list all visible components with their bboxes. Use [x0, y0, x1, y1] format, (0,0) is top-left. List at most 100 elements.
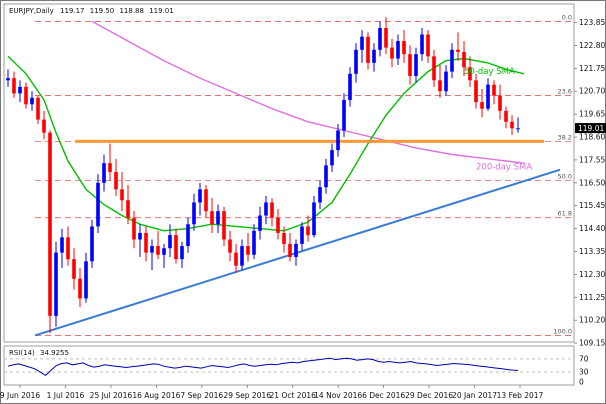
x-tick-label-4: 7 Sep 2016	[180, 391, 223, 400]
candle-body-28	[174, 235, 178, 260]
x-tick-label-11: 13 Feb 2017	[497, 391, 544, 400]
candle-body-12	[78, 278, 82, 299]
x-tick-label-8: 6 Dec 2016	[362, 391, 405, 400]
fib-label-4: 61.8	[558, 210, 572, 218]
candle-body-20	[126, 200, 130, 218]
candle-body-2	[18, 86, 22, 94]
candle-body-23	[144, 232, 148, 253]
candle-body-9	[60, 237, 64, 253]
candle-body-54	[330, 150, 334, 166]
candle-body-26	[162, 248, 166, 255]
x-tick-label-0: 9 Jun 2016	[0, 391, 40, 400]
y-tick-label-3: 120.70	[579, 87, 605, 96]
candle-body-58	[354, 49, 358, 74]
y-tick-label-11: 112.30	[579, 270, 605, 279]
y-tick-label-10: 113.35	[579, 247, 605, 256]
rsi-label: RSI(14)	[9, 349, 35, 357]
candle-body-1	[12, 78, 16, 94]
y-tick-label-0: 123.85	[579, 18, 605, 27]
axes: 123.85 122.80 121.75 120.70 119.65 118.60 117.…	[0, 18, 606, 400]
candle-body-85	[516, 128, 520, 130]
candle-body-65	[396, 41, 400, 59]
fib-label-3: 50.0	[558, 173, 572, 181]
y-tick-label-13: 110.20	[579, 316, 605, 325]
y-tick-label-8: 115.45	[579, 201, 605, 210]
x-tick-label-10: 20 Jan 2017	[452, 391, 497, 400]
candle-body-14	[90, 226, 94, 262]
y-tick-label-9: 114.40	[579, 224, 605, 233]
x-tick-label-6: 21 Oct 2016	[270, 391, 317, 400]
candle-body-83	[504, 110, 508, 122]
candle-body-59	[360, 36, 364, 50]
fib-label-5: 100.0	[553, 327, 572, 335]
candle-body-10	[66, 237, 70, 260]
candle-body-73	[444, 71, 448, 92]
sma50-annotation: 50-day SMA	[464, 67, 515, 77]
sma200-line	[91, 20, 525, 164]
rsi-tick-label-2: 0	[579, 378, 584, 387]
candle-body-30	[186, 224, 190, 247]
rsi-value: 34.9255	[40, 349, 69, 357]
labels: 50-day SMA 200-day SMA	[464, 67, 532, 173]
candle-body-27	[168, 235, 172, 249]
candle-body-29	[180, 246, 184, 260]
last-price-label: 119.01	[578, 124, 604, 133]
candle-body-71	[432, 56, 436, 81]
candle-body-67	[408, 54, 412, 76]
candle-body-11	[72, 259, 76, 279]
high-value: 119.50	[90, 7, 115, 15]
rsi-tick-label-1: 30	[579, 368, 589, 377]
low-value: 118.88	[119, 7, 144, 15]
candle-body-24	[150, 246, 154, 253]
candle-body-44	[270, 202, 274, 218]
candle-body-84	[510, 121, 514, 129]
y-tick-label-12: 111.25	[579, 293, 605, 302]
candle-body-17	[108, 163, 112, 172]
price-pane-border	[3, 3, 575, 343]
chart-header: EURJPY,Daily 119.17 119.50 118.88 119.01	[9, 7, 174, 15]
candle-body-5	[36, 97, 40, 120]
price-pane	[3, 3, 575, 343]
candle-body-37	[228, 239, 232, 253]
candle-body-82	[498, 95, 502, 111]
candle-body-80	[486, 84, 490, 109]
candle-body-72	[438, 80, 442, 92]
candle-body-48	[294, 243, 298, 257]
candle-body-39	[240, 246, 244, 266]
candle-body-0	[6, 78, 10, 81]
close-value: 119.01	[149, 7, 174, 15]
candle-body-52	[318, 187, 322, 203]
candle-body-74	[450, 49, 454, 72]
open-value: 119.17	[60, 7, 85, 15]
y-tick-label-7: 116.50	[579, 178, 605, 187]
candle-body-3	[24, 86, 28, 105]
rsi-tick-label-0: 70	[579, 354, 589, 363]
candle-body-31	[192, 202, 196, 225]
candle-body-33	[204, 189, 208, 212]
y-tick-label-14: 109.15	[579, 339, 605, 348]
candles	[6, 17, 520, 334]
candle-body-47	[288, 243, 292, 257]
candle-body-66	[402, 41, 406, 55]
rsi-series: 70 300	[4, 354, 589, 387]
candle-body-81	[492, 84, 496, 96]
candle-body-62	[378, 27, 382, 50]
candle-body-6	[42, 119, 46, 133]
fib-levels: 0.0 23.6 38.2 50.0 61.8 100.0	[35, 13, 572, 336]
y-tick-label-1: 122.80	[579, 41, 605, 50]
candle-body-61	[372, 49, 376, 63]
fib-label-1: 23.6	[558, 88, 572, 96]
rsi-line	[7, 357, 519, 377]
symbol-label: EURJPY,Daily	[9, 7, 54, 15]
candle-body-34	[210, 211, 214, 225]
candle-body-19	[120, 189, 124, 201]
candle-body-13	[84, 261, 88, 299]
fib-label-2: 38.2	[558, 133, 572, 141]
candle-body-49	[300, 226, 304, 244]
candle-body-77	[468, 67, 472, 81]
candle-body-16	[102, 163, 106, 183]
candle-body-68	[414, 54, 418, 76]
candle-body-55	[336, 130, 340, 151]
